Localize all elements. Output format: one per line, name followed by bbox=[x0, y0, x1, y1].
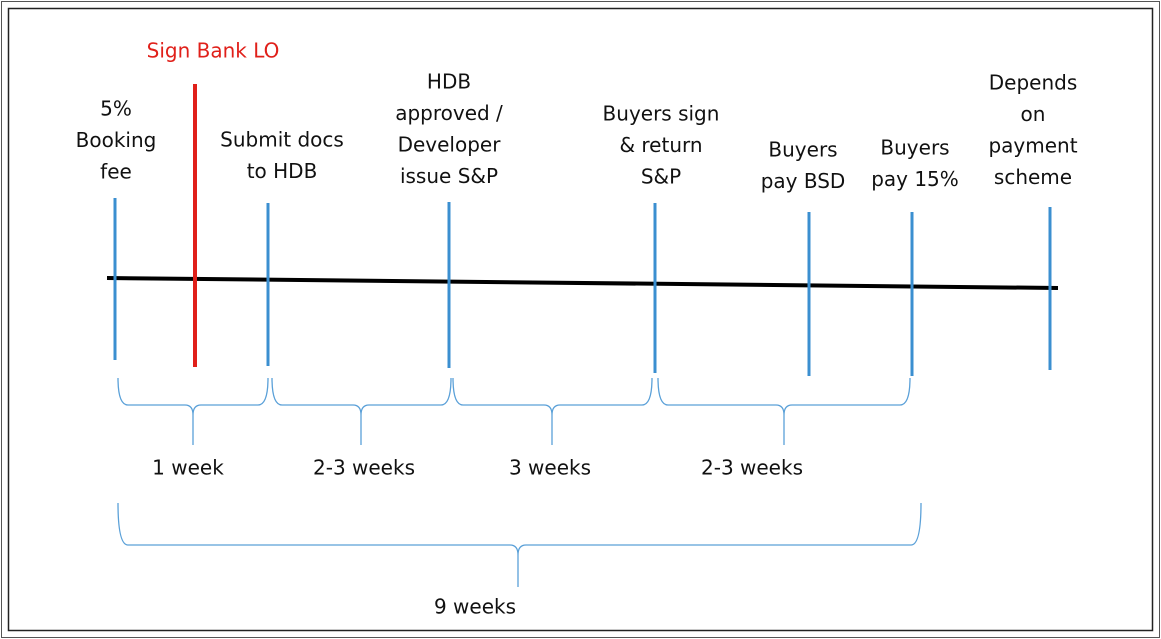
milestone-label: scheme bbox=[994, 165, 1072, 189]
milestone-label: Booking bbox=[76, 128, 157, 152]
period-brace bbox=[117, 377, 269, 445]
milestone-label: Developer bbox=[398, 133, 502, 157]
period-label: 3 weeks bbox=[509, 456, 591, 480]
milestone-label: pay BSD bbox=[761, 169, 846, 193]
sign-marker-label: Sign Bank LO bbox=[147, 39, 280, 63]
milestone-label: fee bbox=[100, 160, 132, 184]
milestone-label: S&P bbox=[641, 165, 681, 189]
milestone-label: issue S&P bbox=[400, 164, 498, 188]
period-label: 2-3 weeks bbox=[313, 456, 415, 480]
milestone-label: HDB bbox=[427, 70, 471, 94]
milestone-label: Submit docs bbox=[220, 128, 344, 152]
milestone-label: approved / bbox=[395, 101, 503, 125]
milestone-label: Depends bbox=[989, 71, 1078, 95]
milestone-label: to HDB bbox=[247, 159, 318, 183]
milestone-label: payment bbox=[988, 134, 1077, 158]
milestone-label: Buyers bbox=[880, 136, 949, 160]
period-label: 2-3 weeks bbox=[701, 456, 803, 480]
milestone-label: Buyers bbox=[768, 138, 837, 162]
period-brace bbox=[657, 377, 911, 445]
milestone-label: on bbox=[1021, 102, 1046, 126]
timeline-axis bbox=[106, 276, 1059, 290]
milestone-label: pay 15% bbox=[871, 167, 959, 191]
period-label: 1 week bbox=[152, 456, 224, 480]
milestone-label: & return bbox=[619, 133, 702, 157]
inner-frame bbox=[7, 7, 1154, 632]
period-brace bbox=[271, 377, 452, 445]
total-label: 9 weeks bbox=[434, 595, 516, 619]
milestone-label: Buyers sign bbox=[603, 102, 720, 126]
milestone-label: 5% bbox=[100, 97, 132, 121]
period-brace bbox=[452, 377, 653, 445]
total-brace bbox=[117, 502, 922, 587]
